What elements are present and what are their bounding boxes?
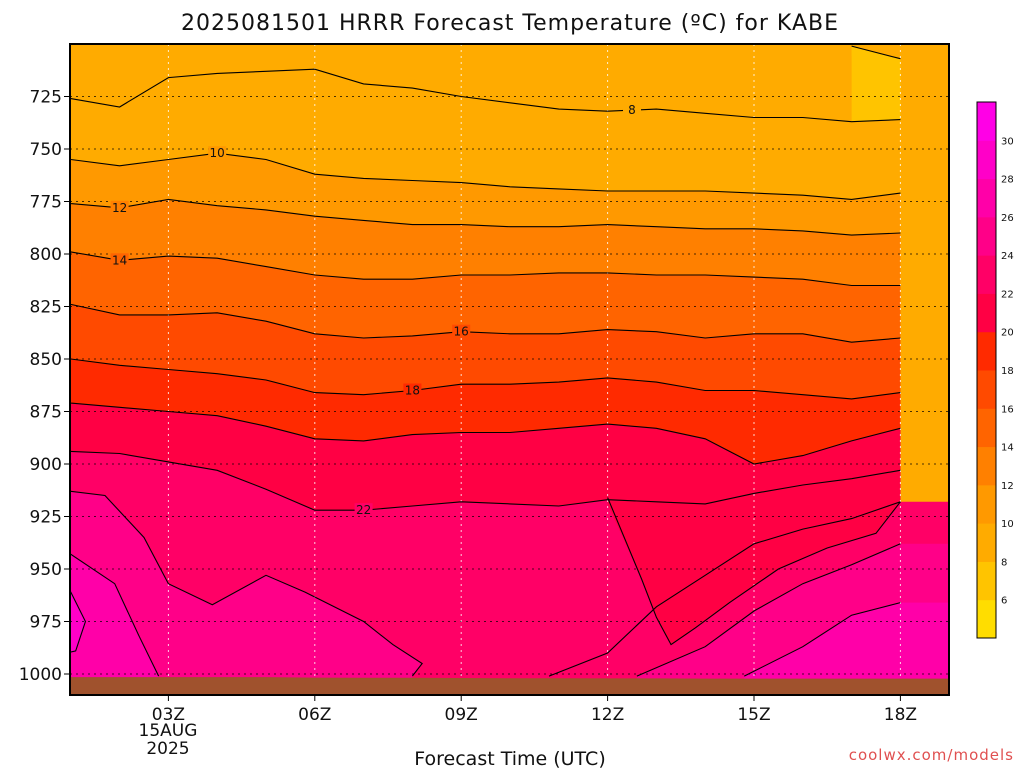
ground-fill — [70, 677, 949, 695]
colorbar-tick-label: 12 — [1001, 481, 1014, 492]
colorbar-tick-label: 6 — [1001, 596, 1007, 607]
colorbar-tick-label: 16 — [1001, 404, 1014, 415]
warm-lobe-fill — [70, 592, 86, 653]
isotherm-label-bg — [354, 503, 373, 517]
x-axis: 03Z 06Z 09Z 12Z 15Z 18Z — [152, 695, 917, 725]
y-tick-label: 925 — [30, 508, 62, 528]
colorbar-tick-label: 14 — [1001, 443, 1014, 454]
x-tick-label: 03Z — [152, 705, 185, 725]
y-tick-label: 875 — [30, 403, 62, 423]
colorbar-swatch — [977, 408, 996, 448]
isotherm-label-10: 10 — [210, 146, 225, 160]
colorbar-swatch — [977, 102, 996, 141]
credit-text: coolwx.com/models — [849, 746, 1014, 764]
isotherm-lobe-22 — [548, 501, 901, 677]
colorbar-tick-label: 26 — [1001, 213, 1014, 224]
isotherm-lines — [70, 45, 901, 677]
colorbar-swatch — [977, 484, 996, 524]
y-tick-label: 725 — [30, 88, 62, 108]
colorbar-tick-label: 22 — [1001, 289, 1014, 300]
colorbar-swatch — [977, 331, 996, 371]
colorbar-tick-label: 28 — [1001, 175, 1014, 186]
colorbar-tick-label: 24 — [1001, 251, 1014, 262]
ground-layer — [70, 677, 949, 695]
isotherm-lobe-24 — [70, 490, 423, 677]
grid-lines — [70, 44, 949, 695]
date-label-year: 2025 — [146, 739, 189, 759]
y-tick-label: 950 — [30, 560, 62, 580]
y-tick-label: 975 — [30, 613, 62, 633]
isotherm-6 — [851, 45, 901, 60]
isotherm-lobe-26 — [743, 602, 901, 677]
isotherm-label-12: 12 — [112, 201, 127, 215]
isotherm-lobe-28 — [70, 591, 87, 653]
y-tick-label: 850 — [30, 350, 62, 370]
isotherm-labels: 8 10 12 14 16 18 22 — [110, 103, 641, 517]
chart-title: 2025081501 HRRR Forecast Temperature (ºC… — [181, 11, 839, 36]
isotherm-22 — [70, 450, 901, 511]
isotherm-20 — [70, 402, 901, 465]
colorbar-swatch — [977, 446, 996, 486]
colorbar-swatch — [977, 216, 996, 256]
y-tick-label: 775 — [30, 193, 62, 213]
y-tick-label: 825 — [30, 298, 62, 318]
isotherm-12 — [70, 198, 901, 236]
x-axis-label: Forecast Time (UTC) — [414, 748, 605, 768]
x-tick-label: 18Z — [884, 705, 917, 725]
warm-lobe-fill — [70, 491, 423, 695]
isotherm-label-14: 14 — [112, 253, 127, 267]
isotherm-label-18: 18 — [405, 384, 420, 398]
isotherm-18 — [70, 358, 901, 400]
temperature-fills — [70, 44, 949, 695]
plot-frame — [69, 43, 950, 696]
y-tick-label: 750 — [30, 140, 62, 160]
isotherm-14 — [70, 251, 901, 287]
y-tick-label: 1000 — [19, 665, 62, 685]
isotherm-label-bg — [452, 324, 471, 338]
warm-lobe-fill — [70, 554, 159, 695]
colorbar-swatch — [977, 523, 996, 562]
isotherm-22-tongue — [607, 497, 901, 646]
y-tick-label: 800 — [30, 245, 62, 265]
colorbar-tick-label: 8 — [1001, 557, 1007, 568]
date-label-day: 15AUG — [139, 721, 198, 741]
cool-tongue-fill — [607, 470, 901, 645]
colorbar-tick-label: 10 — [1001, 519, 1014, 530]
colorbar-swatch — [977, 178, 996, 218]
x-tick-label: 09Z — [445, 705, 478, 725]
colorbar: 6 8 10 12 14 16 18 20 22 24 26 28 30 — [976, 101, 1014, 639]
isotherm-label-bg — [208, 146, 227, 160]
y-tick-label: 900 — [30, 455, 62, 475]
isotherm-label-8: 8 — [628, 103, 636, 117]
colorbar-swatch — [977, 293, 996, 333]
warm-lobe-fill — [744, 602, 949, 695]
x-tick-label: 12Z — [591, 705, 624, 725]
isotherm-label-16: 16 — [454, 325, 469, 339]
isotherm-8 — [70, 68, 901, 123]
colorbar-swatch — [977, 599, 996, 639]
colorbar-swatch — [977, 370, 996, 409]
colorbar-swatch — [977, 561, 996, 601]
isotherm-lobe-26 — [70, 553, 160, 677]
y-axis: 725 750 775 800 825 850 875 900 925 950 975 1000 — [19, 88, 70, 685]
isotherm-label-bg — [110, 253, 129, 267]
colorbar-tick-label: 30 — [1001, 136, 1014, 147]
isotherm-label-bg — [403, 383, 422, 397]
colorbar-swatch — [977, 140, 996, 180]
colorbar-tick-label: 18 — [1001, 366, 1014, 377]
isotherm-label-bg — [110, 200, 129, 214]
isotherm-label-bg — [623, 103, 641, 117]
isotherm-10 — [70, 152, 901, 200]
isotherm-lobe-24 — [636, 543, 901, 677]
colorbar-tick-label: 20 — [1001, 328, 1014, 339]
plot-area: 8 10 12 14 16 18 22 — [70, 44, 949, 695]
x-tick-label: 15Z — [737, 705, 770, 725]
isotherm-label-22: 22 — [356, 503, 371, 517]
colorbar-swatch — [977, 255, 996, 294]
x-tick-label: 06Z — [298, 705, 331, 725]
colorbar-frame — [976, 101, 997, 639]
